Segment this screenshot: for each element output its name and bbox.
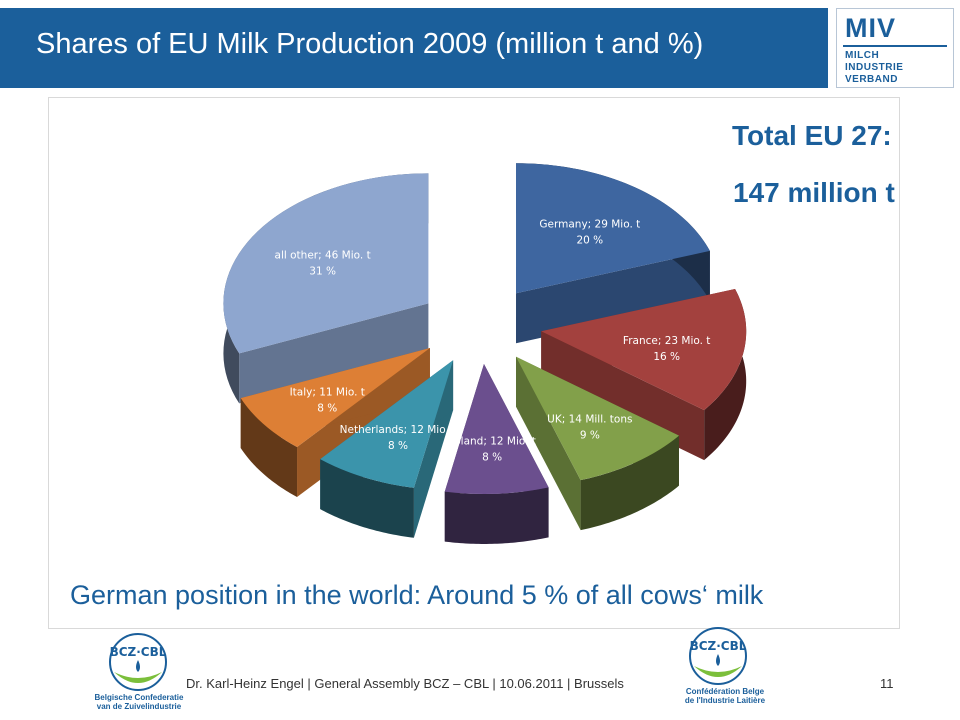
total-value: 147 million t: [733, 177, 895, 208]
pie-slice-germany: [516, 163, 710, 294]
slice-label-uk-name: UK; 14 Mill. tons: [547, 413, 632, 425]
pie-slice-wall-germany-1: [516, 250, 710, 344]
logo-name: MIV: [845, 13, 897, 43]
pie-slice-poland: [444, 363, 549, 494]
total-label: Total EU 27:: [732, 120, 892, 151]
slice-label-italy-name: Italy; 11 Mio. t: [290, 387, 365, 399]
slice-label-netherlands-percent: 8 %: [388, 440, 408, 452]
logo-line-3: VERBAND: [845, 74, 898, 85]
logo-line-2: INDUSTRIE: [845, 62, 904, 73]
pie-slice-wall-all-other-0: [239, 303, 429, 404]
footer-text: Dr. Karl-Heinz Engel | General Assembly …: [186, 676, 624, 691]
pie-slice-wall-france-1: [541, 331, 705, 461]
page-title: Shares of EU Milk Production 2009 (milli…: [36, 28, 704, 60]
slice-label-poland-percent: 8 %: [482, 451, 502, 463]
pie-slice-all-other: [223, 173, 429, 354]
slice-label-germany-percent: 20 %: [576, 235, 603, 247]
slice-label-france-percent: 16 %: [653, 351, 680, 363]
pie-slice-rim-netherlands: [320, 459, 414, 538]
svg-text:BCZ·CBL: BCZ·CBL: [110, 645, 167, 659]
svg-text:BCZ·CBL: BCZ·CBL: [690, 639, 747, 653]
pie-slice-wall-uk-1: [516, 356, 581, 531]
slice-label-netherlands-name: Netherlands; 12 Mio. t: [340, 424, 457, 436]
miv-logo: MIV MILCH INDUSTRIE VERBAND: [836, 8, 954, 88]
pie-slice-uk: [516, 356, 679, 481]
slice-label-france-name: France; 23 Mio. t: [623, 335, 711, 347]
logo-rule: [843, 45, 947, 47]
pie-slice-france: [541, 288, 747, 411]
pie-slice-rim-uk: [580, 435, 679, 531]
right-logo-line-1: Confédération Belge: [685, 687, 765, 696]
header-bar: [0, 8, 828, 88]
bcz-logo-left: BCZ·CBL: [109, 633, 167, 691]
world-note: German position in the world: Around 5 %…: [70, 580, 764, 610]
page-number: 11: [880, 676, 894, 691]
slice-label-uk-percent: 9 %: [580, 429, 600, 441]
slice-label-poland-name: Poland; 12 Mio. t: [448, 435, 536, 447]
bcz-logo-right: BCZ·CBL: [689, 627, 747, 685]
pie-slice-rim-poland: [444, 487, 549, 544]
slice-label-italy-percent: 8 %: [317, 403, 337, 415]
slice-label-all-other-name: all other; 46 Mio. t: [275, 250, 371, 262]
slice-label-germany-name: Germany; 29 Mio. t: [539, 219, 640, 231]
pie-slice-italy: [240, 348, 430, 448]
left-logo-line-2: van de Zuivelindustrie: [96, 702, 182, 711]
right-logo-line-2: de l'Industrie Laitière: [684, 696, 766, 705]
pie-slice-rim-italy: [240, 398, 298, 498]
pie-slice-netherlands: [320, 360, 454, 488]
left-logo-line-1: Belgische Confederatie: [94, 693, 184, 702]
right-logo-caption: Confédération Belge de l'Industrie Laiti…: [670, 687, 780, 705]
left-logo-caption: Belgische Confederatie van de Zuivelindu…: [84, 693, 194, 711]
logo-line-1: MILCH: [845, 50, 880, 61]
slice-label-all-other-percent: 31 %: [309, 266, 336, 278]
